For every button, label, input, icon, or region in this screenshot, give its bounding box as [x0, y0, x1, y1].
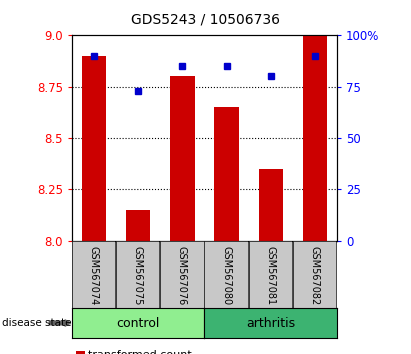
Bar	[82, 56, 106, 241]
Text: transformed count: transformed count	[88, 350, 192, 354]
Text: control: control	[116, 316, 160, 330]
Bar	[303, 35, 327, 241]
Text: GSM567074: GSM567074	[89, 246, 99, 306]
Bar	[259, 169, 283, 241]
Text: arthritis: arthritis	[246, 316, 296, 330]
Bar	[215, 107, 239, 241]
Text: GSM567075: GSM567075	[133, 246, 143, 306]
Text: GSM567080: GSM567080	[221, 246, 231, 305]
Text: GDS5243 / 10506736: GDS5243 / 10506736	[131, 12, 280, 27]
Bar	[126, 210, 150, 241]
Text: GSM567076: GSM567076	[177, 246, 187, 306]
Text: GSM567082: GSM567082	[309, 246, 319, 306]
Text: disease state: disease state	[2, 318, 72, 328]
Bar	[170, 76, 194, 241]
Text: GSM567081: GSM567081	[266, 246, 275, 305]
